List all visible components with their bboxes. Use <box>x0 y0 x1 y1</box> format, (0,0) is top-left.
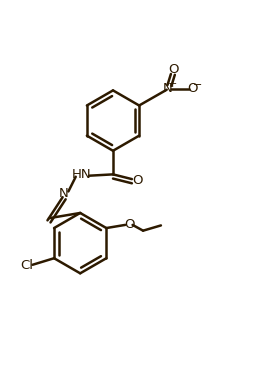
Text: −: − <box>193 80 203 90</box>
Text: +: + <box>168 79 177 89</box>
Text: Cl: Cl <box>20 260 33 272</box>
Text: N: N <box>59 186 69 200</box>
Text: O: O <box>132 174 142 187</box>
Text: O: O <box>168 63 178 76</box>
Text: HN: HN <box>72 168 91 181</box>
Text: O: O <box>188 82 198 96</box>
Text: O: O <box>124 218 135 231</box>
Text: N: N <box>163 82 173 96</box>
